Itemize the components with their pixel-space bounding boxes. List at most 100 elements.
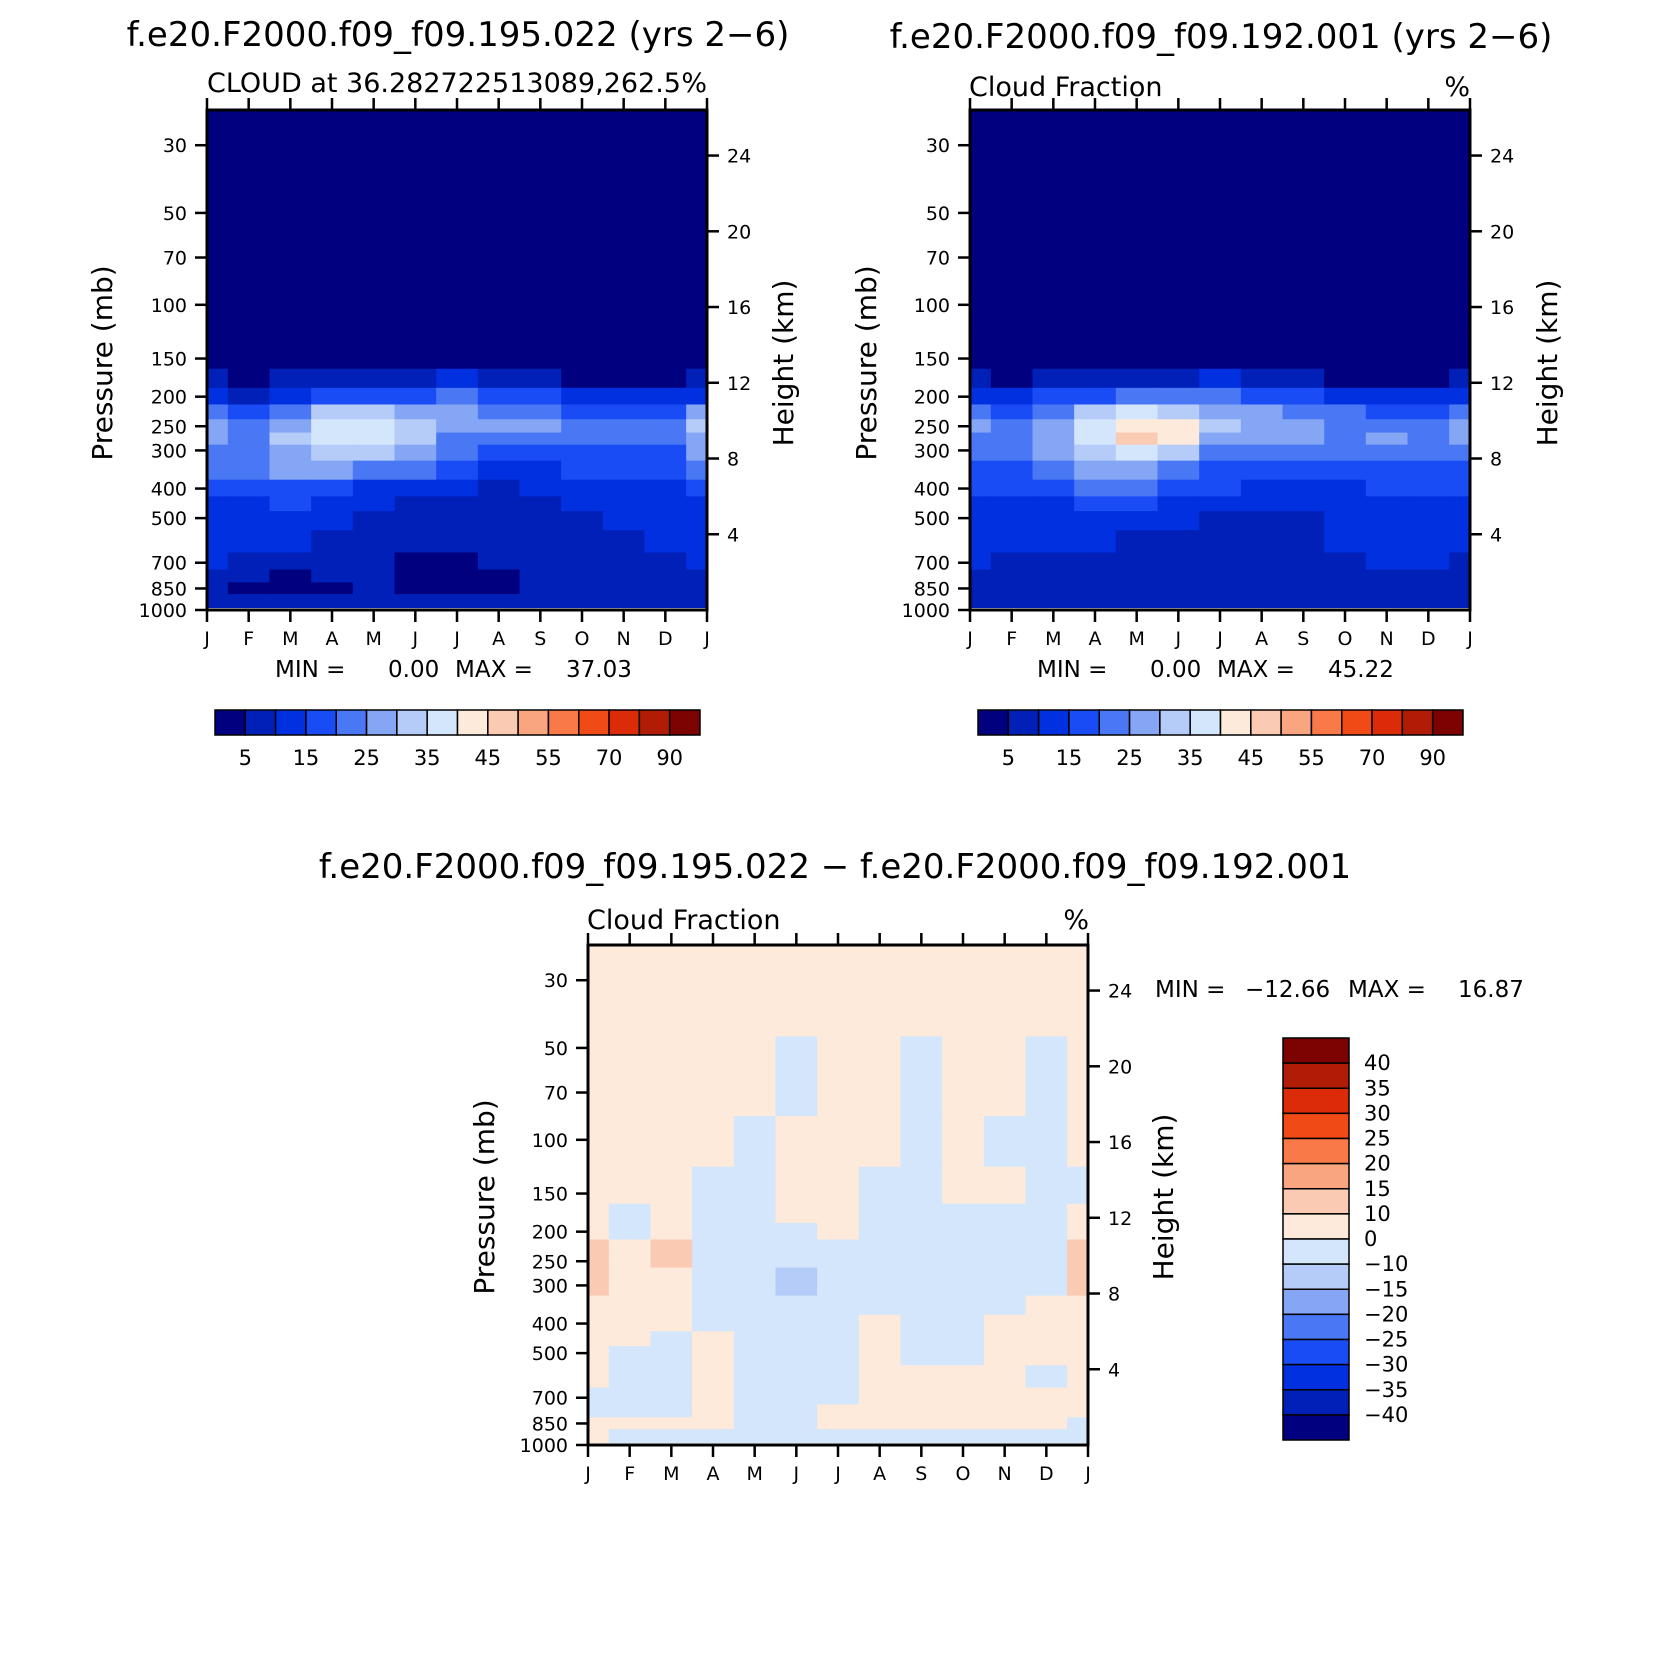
heatmap-cell	[686, 582, 708, 595]
heatmap-cell	[1199, 460, 1242, 481]
heatmap-cell	[1074, 331, 1117, 370]
heatmap-cell	[692, 1166, 735, 1205]
heatmap-cell	[1449, 552, 1471, 571]
heatmap-cell	[686, 496, 708, 512]
heatmap-cell	[207, 387, 229, 406]
heatmap-cell	[311, 387, 354, 406]
heatmap-cell	[1115, 331, 1159, 370]
heatmap-cell	[394, 582, 437, 595]
heatmap-cell	[1199, 594, 1242, 609]
y-right-tick-label: 24	[1108, 981, 1132, 1003]
heatmap-cell	[650, 1365, 693, 1389]
colorbar-label: 70	[596, 746, 623, 770]
heatmap-cell	[1025, 1365, 1068, 1389]
heatmap-cell	[1240, 496, 1284, 512]
y-tick-label: 400	[151, 479, 187, 501]
heatmap-cell	[650, 1404, 693, 1418]
heatmap-cell	[650, 1239, 693, 1255]
y-tick-label: 50	[163, 203, 187, 225]
heatmap-cell	[1324, 110, 1367, 202]
heatmap-cell	[561, 496, 604, 512]
heatmap-cell	[817, 1295, 860, 1316]
heatmap-cell	[983, 1239, 1027, 1255]
heatmap-cell	[644, 460, 687, 481]
heatmap-cell	[775, 1365, 818, 1389]
heatmap-cell	[1240, 594, 1284, 609]
heatmap-cell	[1407, 432, 1450, 446]
y-tick-label: 70	[163, 248, 187, 270]
y-tick-label: 70	[926, 248, 950, 270]
heatmap-cell	[1282, 387, 1325, 406]
heatmap-cell	[352, 432, 396, 446]
heatmap-cell	[269, 460, 312, 481]
heatmap-cell	[352, 110, 396, 202]
heatmap-cell	[650, 1267, 693, 1281]
heatmap-cell	[394, 387, 437, 406]
heatmap-cell	[1032, 110, 1075, 202]
heatmap-cell	[1324, 444, 1367, 462]
heatmap-cell	[436, 419, 479, 434]
colorbar-swatch	[1282, 1112, 1350, 1140]
heatmap-cell	[1282, 511, 1325, 531]
heatmap-cell	[207, 511, 229, 531]
heatmap-cell	[900, 1404, 943, 1418]
heatmap-cell	[352, 368, 396, 389]
heatmap-cell	[900, 1295, 943, 1316]
heatmap-cell	[1074, 432, 1117, 446]
heatmap-cell	[1282, 582, 1325, 595]
heatmap-cell	[970, 387, 992, 406]
colorbar-swatch	[426, 709, 459, 736]
heatmap-cell	[942, 1239, 985, 1255]
colorbar-label: −15	[1364, 1277, 1408, 1301]
heatmap-cell	[775, 1036, 818, 1117]
heatmap-cell	[1365, 419, 1409, 434]
heatmap-cell	[269, 368, 312, 389]
heatmap-cell	[477, 594, 521, 609]
heatmap-cell	[352, 419, 396, 434]
heatmap-cell	[227, 552, 271, 571]
x-tick-label: F	[1006, 628, 1017, 650]
heatmap-cell	[1067, 1036, 1089, 1117]
heatmap-cell	[775, 1254, 818, 1269]
heatmap-cell	[1407, 511, 1450, 531]
heatmap-cell	[1067, 1346, 1089, 1366]
heatmap-cell	[644, 552, 687, 571]
heatmap-cell	[1449, 110, 1471, 202]
heatmap-cell	[477, 444, 521, 462]
heatmap-cell	[602, 404, 646, 420]
heatmap-cell	[1025, 1404, 1068, 1418]
heatmap-cell	[1032, 496, 1075, 512]
heatmap-cell	[970, 594, 992, 609]
x-tick-label: F	[624, 1463, 635, 1485]
heatmap-cell	[990, 511, 1034, 531]
heatmap-cell	[1067, 945, 1089, 1037]
heatmap-cell	[644, 444, 687, 462]
y-right-tick-label: 8	[1108, 1284, 1120, 1306]
heatmap-cell	[942, 1404, 985, 1418]
heatmap-cell	[269, 331, 312, 370]
heatmap-cell	[269, 201, 312, 282]
heatmap-cell	[1199, 569, 1242, 583]
heatmap-cell	[775, 1429, 818, 1444]
heatmap-cell	[394, 444, 437, 462]
heatmap-cell	[519, 479, 562, 497]
heatmap-cell	[1407, 594, 1450, 609]
heatmap-cell	[686, 110, 708, 202]
heatmap-cell	[990, 201, 1034, 282]
diff-title: f.e20.F2000.f09_f09.195.022 − f.e20.F200…	[319, 847, 1351, 887]
heatmap-cell	[1240, 511, 1284, 531]
heatmap-cell	[1365, 479, 1409, 497]
heatmap-cell	[608, 1267, 652, 1281]
heatmap-cell	[1365, 281, 1409, 333]
heatmap-cell	[650, 1254, 693, 1269]
heatmap-cell	[1365, 460, 1409, 481]
colorbar-swatch	[608, 709, 641, 736]
heatmap-cell	[436, 432, 479, 446]
heatmap-cell	[1240, 552, 1284, 571]
panel-b-ylabel: Pressure (mb)	[850, 265, 883, 460]
colorbar-swatch	[1282, 1363, 1350, 1391]
heatmap-cell	[588, 1365, 610, 1389]
